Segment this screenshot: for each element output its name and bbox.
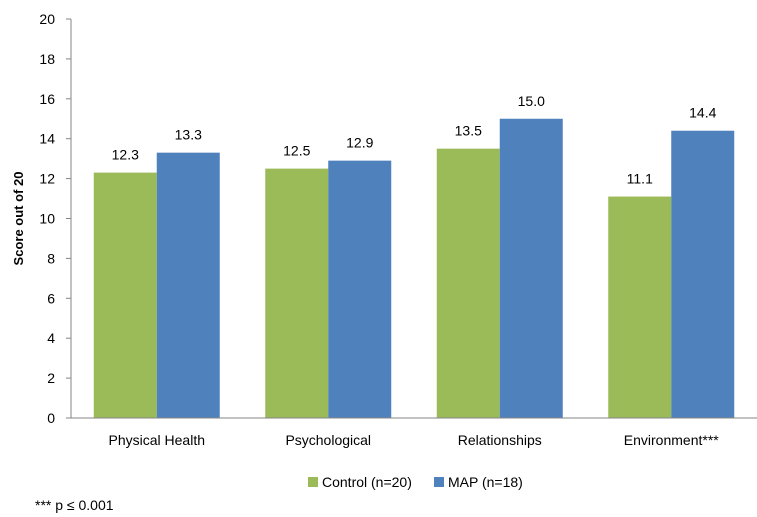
category-label: Environment*** xyxy=(624,432,719,448)
legend-swatch xyxy=(434,477,444,487)
category-label: Relationships xyxy=(458,432,542,448)
bar xyxy=(156,152,220,419)
legend-label: Control (n=20) xyxy=(322,474,412,490)
data-label: 11.1 xyxy=(627,171,653,187)
data-label: 15.0 xyxy=(518,93,545,109)
y-axis-ticks: 0 2 4 6 8 10 12 14 16 18 20 xyxy=(39,11,71,426)
data-label: 12.5 xyxy=(283,143,310,159)
data-label: 13.3 xyxy=(175,127,202,143)
y-tick-label: 8 xyxy=(47,250,55,266)
y-axis-title: Score out of 20 xyxy=(11,172,26,266)
category-label: Psychological xyxy=(285,432,371,448)
bar xyxy=(328,160,392,418)
bar xyxy=(499,118,563,418)
data-label: 12.3 xyxy=(112,147,139,163)
legend-swatch xyxy=(308,477,318,487)
bar xyxy=(608,196,672,418)
y-tick-label: 6 xyxy=(47,290,55,306)
y-tick-label: 18 xyxy=(39,51,55,67)
category-labels: Physical Health Psychological Relationship… xyxy=(109,432,720,448)
bar xyxy=(93,172,157,418)
data-label: 14.4 xyxy=(689,105,716,121)
data-label: 13.5 xyxy=(455,123,482,139)
bar xyxy=(265,168,329,418)
y-tick-label: 12 xyxy=(39,171,55,187)
data-label: 12.9 xyxy=(346,135,373,151)
y-tick-label: 14 xyxy=(39,131,55,147)
data-labels: 12.3 13.3 12.5 12.9 13.5 15.0 11.1 14.4 xyxy=(112,93,717,187)
bar xyxy=(671,130,735,418)
bars xyxy=(93,118,735,419)
bar xyxy=(436,148,500,419)
category-label: Physical Health xyxy=(109,432,206,448)
footnote: *** p ≤ 0.001 xyxy=(35,497,114,513)
legend-label: MAP (n=18) xyxy=(448,474,523,490)
y-tick-label: 2 xyxy=(47,370,55,386)
y-tick-label: 16 xyxy=(39,91,55,107)
y-tick-label: 4 xyxy=(47,330,55,346)
y-tick-label: 20 xyxy=(39,11,55,27)
legend: Control (n=20) MAP (n=18) xyxy=(308,474,523,490)
y-tick-label: 10 xyxy=(39,211,55,227)
y-tick-label: 0 xyxy=(47,410,55,426)
